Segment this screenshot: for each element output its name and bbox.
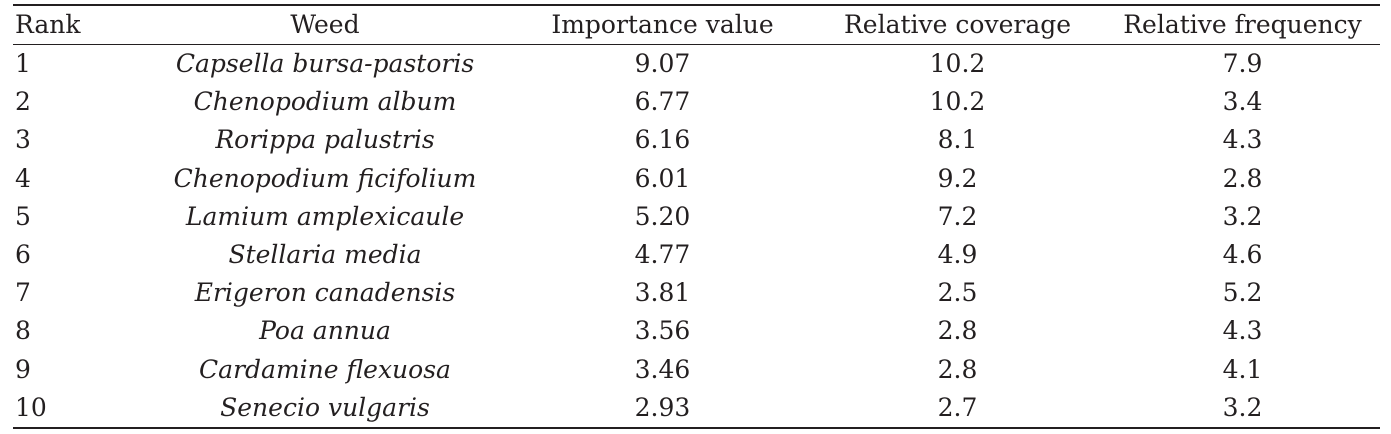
cell-rank: 6 bbox=[15, 240, 31, 270]
header-relative-coverage: Relative coverage bbox=[843, 10, 1072, 39]
cell-relative-frequency: 3.4 bbox=[1222, 87, 1263, 117]
header-row: Rank Weed Importance value Relative cove… bbox=[13, 5, 1380, 45]
cell-weed: Capsella bursa-pastoris bbox=[175, 49, 475, 79]
cell-relative-coverage: 2.7 bbox=[937, 392, 978, 422]
header-weed: Weed bbox=[290, 10, 360, 39]
cell-relative-coverage: 10.2 bbox=[929, 87, 986, 117]
cell-relative-coverage: 2.8 bbox=[937, 316, 978, 346]
cell-importance-value: 3.46 bbox=[634, 354, 691, 384]
table-row: 2 Chenopodium album 6.77 10.2 3.4 bbox=[13, 83, 1380, 121]
table-row: 9 Cardamine flexuosa 3.46 2.8 4.1 bbox=[13, 351, 1380, 389]
cell-rank: 4 bbox=[15, 163, 31, 193]
cell-relative-coverage: 2.8 bbox=[937, 354, 978, 384]
cell-importance-value: 6.77 bbox=[634, 87, 691, 117]
cell-relative-frequency: 4.1 bbox=[1222, 354, 1263, 384]
cell-rank: 10 bbox=[15, 392, 47, 422]
table-row: 4 Chenopodium ficifolium 6.01 9.2 2.8 bbox=[13, 160, 1380, 198]
cell-relative-coverage: 8.1 bbox=[937, 125, 978, 155]
cell-rank: 2 bbox=[15, 87, 31, 117]
cell-importance-value: 2.93 bbox=[634, 392, 691, 422]
cell-importance-value: 3.81 bbox=[634, 278, 691, 308]
cell-relative-coverage: 7.2 bbox=[937, 201, 978, 231]
cell-weed: Cardamine flexuosa bbox=[199, 354, 451, 384]
header-importance-value: Importance value bbox=[551, 10, 774, 39]
table-row: 1 Capsella bursa-pastoris 9.07 10.2 7.9 bbox=[13, 45, 1380, 84]
cell-rank: 9 bbox=[15, 354, 31, 384]
cell-relative-frequency: 2.8 bbox=[1222, 163, 1263, 193]
table-row: 5 Lamium amplexicaule 5.20 7.2 3.2 bbox=[13, 198, 1380, 236]
cell-relative-coverage: 10.2 bbox=[929, 49, 986, 79]
cell-importance-value: 9.07 bbox=[634, 49, 691, 79]
cell-relative-frequency: 4.3 bbox=[1222, 316, 1263, 346]
cell-relative-frequency: 7.9 bbox=[1222, 49, 1263, 79]
cell-importance-value: 3.56 bbox=[634, 316, 691, 346]
table-header: Rank Weed Importance value Relative cove… bbox=[13, 5, 1380, 45]
cell-rank: 8 bbox=[15, 316, 31, 346]
cell-relative-coverage: 4.9 bbox=[937, 240, 978, 270]
header-rank: Rank bbox=[15, 10, 81, 39]
cell-rank: 7 bbox=[15, 278, 31, 308]
cell-weed: Stellaria media bbox=[228, 240, 422, 270]
cell-importance-value: 6.01 bbox=[634, 163, 691, 193]
cell-weed: Senecio vulgaris bbox=[220, 392, 430, 422]
table-row: 7 Erigeron canadensis 3.81 2.5 5.2 bbox=[13, 274, 1380, 312]
header-relative-frequency: Relative frequency bbox=[1123, 10, 1362, 39]
cell-rank: 3 bbox=[15, 125, 31, 155]
cell-relative-frequency: 3.2 bbox=[1222, 201, 1263, 231]
table-row: 10 Senecio vulgaris 2.93 2.7 3.2 bbox=[13, 389, 1380, 428]
cell-rank: 5 bbox=[15, 201, 31, 231]
table-row: 8 Poa annua 3.56 2.8 4.3 bbox=[13, 312, 1380, 350]
table-row: 6 Stellaria media 4.77 4.9 4.6 bbox=[13, 236, 1380, 274]
table-body: 1 Capsella bursa-pastoris 9.07 10.2 7.9 … bbox=[13, 45, 1380, 428]
cell-weed: Poa annua bbox=[259, 316, 391, 346]
weed-importance-table: Rank Weed Importance value Relative cove… bbox=[13, 4, 1380, 429]
table-row: 3 Rorippa palustris 6.16 8.1 4.3 bbox=[13, 121, 1380, 159]
cell-rank: 1 bbox=[15, 49, 31, 79]
weed-table-container: Rank Weed Importance value Relative cove… bbox=[13, 4, 1380, 429]
cell-weed: Erigeron canadensis bbox=[194, 278, 456, 308]
cell-weed: Lamium amplexicaule bbox=[185, 201, 465, 231]
cell-relative-frequency: 4.3 bbox=[1222, 125, 1263, 155]
cell-weed: Chenopodium album bbox=[193, 87, 457, 117]
cell-weed: Rorippa palustris bbox=[215, 125, 435, 155]
cell-relative-frequency: 3.2 bbox=[1222, 392, 1263, 422]
cell-relative-frequency: 5.2 bbox=[1222, 278, 1263, 308]
cell-relative-frequency: 4.6 bbox=[1222, 240, 1263, 270]
cell-relative-coverage: 2.5 bbox=[937, 278, 978, 308]
cell-importance-value: 4.77 bbox=[634, 240, 691, 270]
cell-relative-coverage: 9.2 bbox=[937, 163, 978, 193]
cell-importance-value: 6.16 bbox=[634, 125, 691, 155]
cell-weed: Chenopodium ficifolium bbox=[173, 163, 477, 193]
cell-importance-value: 5.20 bbox=[634, 201, 691, 231]
